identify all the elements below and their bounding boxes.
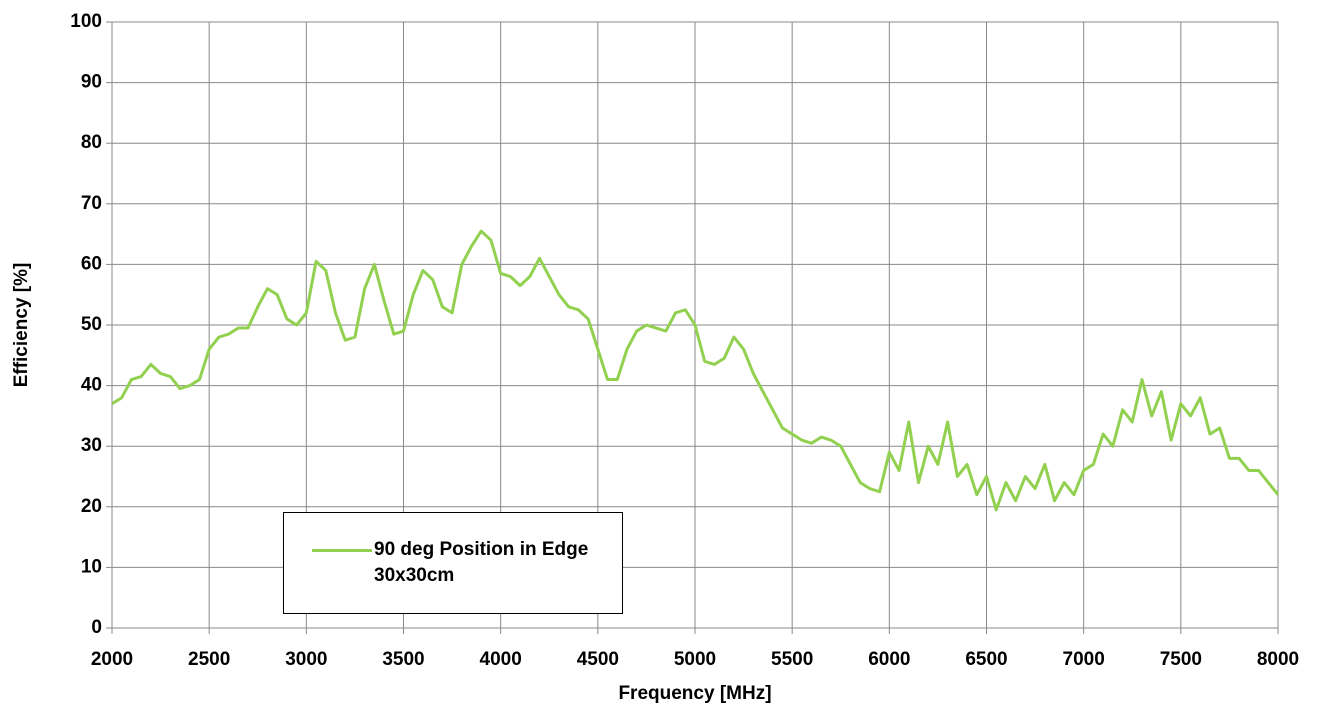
legend-label: 90 deg Position in Edge 30x30cm: [374, 539, 589, 586]
y-tick-label: 90: [81, 72, 102, 93]
y-tick-label: 20: [81, 496, 102, 517]
x-tick-label: 2000: [91, 649, 133, 670]
y-tick-label: 60: [81, 253, 102, 274]
x-tick-label: 7000: [1063, 649, 1105, 670]
y-tick-label: 40: [81, 375, 102, 396]
x-tick-label: 4000: [480, 649, 522, 670]
x-tick-label: 4500: [577, 649, 619, 670]
y-tick-label: 50: [81, 314, 102, 335]
y-tick-label: 100: [70, 11, 102, 32]
y-tick-label: 70: [81, 193, 102, 214]
y-tick-label: 0: [91, 617, 102, 638]
y-tick-label: 80: [81, 132, 102, 153]
x-tick-label: 2500: [188, 649, 230, 670]
x-tick-label: 5000: [674, 649, 716, 670]
x-axis-title: Frequency [MHz]: [618, 683, 771, 704]
legend: 90 deg Position in Edge 30x30cm: [283, 512, 623, 614]
x-tick-label: 5500: [771, 649, 813, 670]
plot-border: [111, 21, 1279, 629]
x-tick-label: 8000: [1257, 649, 1299, 670]
y-tick-label: 10: [81, 556, 102, 577]
x-tick-label: 3000: [285, 649, 327, 670]
x-tick-label: 7500: [1160, 649, 1202, 670]
legend-swatch: [312, 549, 372, 552]
y-tick-label: 30: [81, 435, 102, 456]
y-axis-title: Efficiency [%]: [11, 263, 32, 388]
data-line: [111, 229, 1280, 512]
x-tick-label: 6500: [965, 649, 1007, 670]
x-tick-label: 3500: [382, 649, 424, 670]
x-tick-label: 6000: [868, 649, 910, 670]
